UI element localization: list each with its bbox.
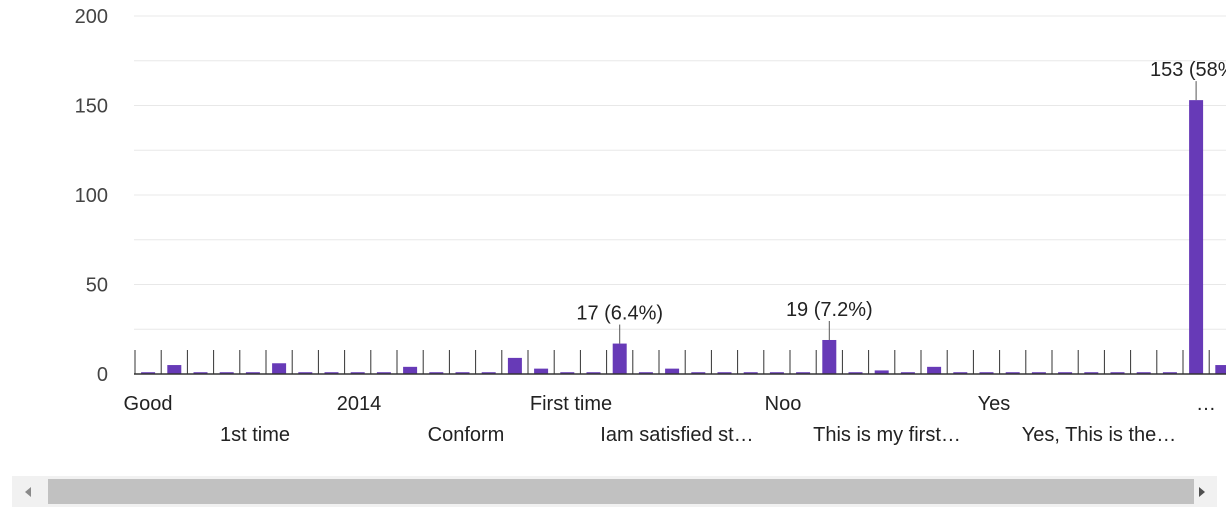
- bar: [324, 372, 339, 374]
- y-tick-label: 100: [75, 185, 108, 207]
- bar: [874, 370, 889, 374]
- bar: [193, 372, 208, 374]
- bar: [455, 372, 470, 374]
- bar-chart: 0 50 100 150 200 17 (6.4%) 19 (7.2%) 153 (58%) G…: [75, 6, 1226, 446]
- bar: [298, 372, 313, 374]
- bar: [586, 372, 601, 374]
- bar: [429, 372, 444, 374]
- bar: [1005, 372, 1020, 374]
- y-tick-label: 50: [86, 275, 108, 297]
- bar: [1189, 100, 1204, 374]
- bar: [822, 339, 837, 374]
- x-category-label: 2014: [337, 393, 382, 415]
- bar: [1110, 372, 1125, 374]
- x-category-label: …: [1196, 393, 1216, 415]
- x-category-label: Noo: [765, 393, 802, 415]
- bar: [1215, 365, 1226, 374]
- bar: [1136, 372, 1151, 374]
- x-category-label: Good: [124, 393, 173, 415]
- x-category-label: Yes, This is the…: [1022, 424, 1177, 446]
- bar: [848, 372, 863, 374]
- y-tick-label: 200: [75, 6, 108, 28]
- y-tick-label: 0: [97, 364, 108, 386]
- bar: [376, 372, 391, 374]
- bar: [1031, 372, 1046, 374]
- bar: [481, 372, 496, 374]
- data-label: 17 (6.4%): [576, 303, 663, 325]
- bar: [1084, 372, 1099, 374]
- y-tick-label: 150: [75, 96, 108, 118]
- x-category-label: This is my first…: [813, 424, 961, 446]
- x-category-label: 1st time: [220, 424, 290, 446]
- bar: [900, 372, 915, 374]
- bar: [927, 366, 942, 374]
- bar: [350, 372, 365, 374]
- bar: [769, 372, 784, 374]
- x-category-label: First time: [530, 393, 612, 415]
- bar: [272, 363, 287, 374]
- bar: [953, 372, 968, 374]
- bar: [141, 372, 156, 374]
- x-category-label: Iam satisfied st…: [600, 424, 753, 446]
- data-label: 19 (7.2%): [786, 299, 873, 321]
- bar: [743, 372, 758, 374]
- bar: [167, 365, 182, 374]
- bar: [219, 372, 234, 374]
- bar: [560, 372, 575, 374]
- horizontal-scrollbar[interactable]: [12, 476, 1217, 507]
- chart-svg: 0 50 100 150 200 17 (6.4%) 19 (7.2%) 153 (58%) G…: [75, 6, 1226, 446]
- bar: [507, 357, 522, 374]
- bar: [796, 372, 811, 374]
- bar: [691, 372, 706, 374]
- bar: [245, 372, 260, 374]
- bar: [534, 368, 549, 374]
- x-category-label: Conform: [428, 424, 505, 446]
- data-label: 153 (58%): [1150, 59, 1226, 81]
- bar: [665, 368, 680, 374]
- scroll-right-arrow-icon[interactable]: [1186, 476, 1217, 507]
- bar: [717, 372, 732, 374]
- bar: [1058, 372, 1073, 374]
- bar: [612, 343, 627, 374]
- bar: [403, 366, 418, 374]
- bar: [979, 372, 994, 374]
- bar: [638, 372, 653, 374]
- bar: [1162, 372, 1177, 374]
- scroll-left-arrow-icon[interactable]: [12, 476, 43, 507]
- scrollbar-thumb[interactable]: [48, 479, 1194, 504]
- x-category-label: Yes: [978, 393, 1011, 415]
